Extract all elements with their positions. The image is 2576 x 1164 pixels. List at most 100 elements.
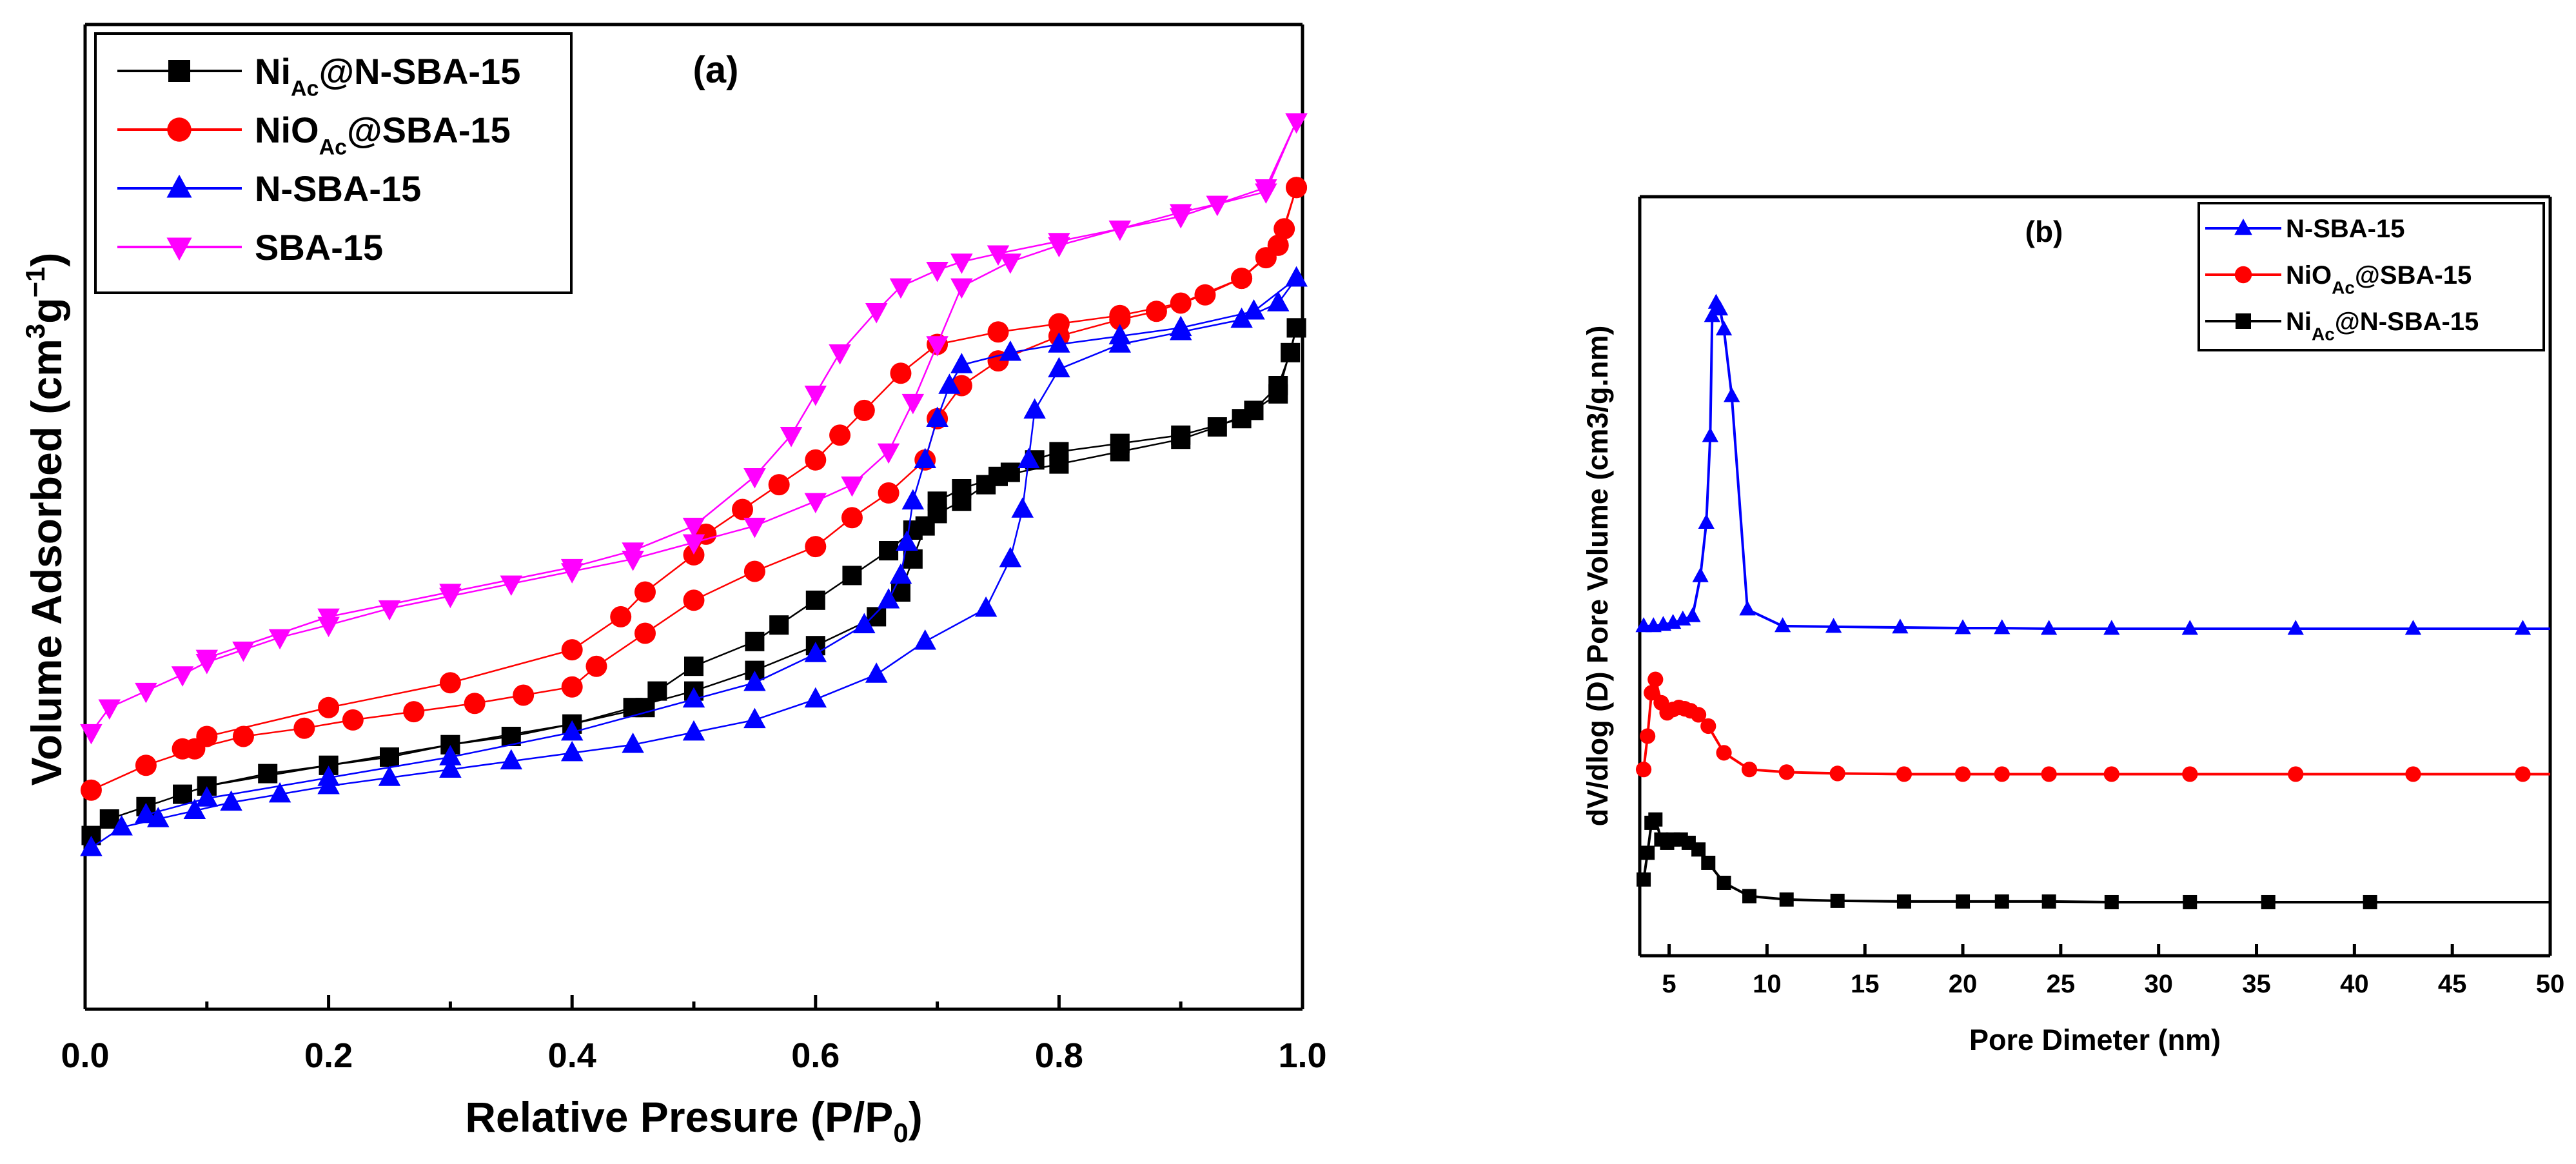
panel-b-series-0-point <box>1715 321 1733 336</box>
panel-a-series-0-point <box>1000 462 1020 482</box>
panel-a-series-2-point <box>560 720 584 741</box>
panel-b-series-0-point <box>2287 620 2304 635</box>
panel-b-legend-label-2-main: Ni <box>2286 308 2312 336</box>
panel-b-legend-label-1-end: @SBA-15 <box>2355 261 2472 290</box>
panel-a-series-2-point <box>135 802 157 824</box>
panel-b-x-tick-label: 50 <box>2536 970 2565 998</box>
panel-b-series-2-point <box>2183 894 2197 909</box>
panel-b-series-0-point <box>2103 620 2120 635</box>
panel-b-series-0-point <box>1724 387 1740 402</box>
panel-a-y-axis-label-end: ) <box>23 253 70 267</box>
panel-a-series-3-point <box>829 344 851 365</box>
panel-a-series-1-point <box>768 474 790 496</box>
panel-b-series-1-point <box>1954 766 1971 782</box>
panel-a-series-1-point <box>732 498 754 520</box>
panel-a-series-1-point <box>1109 304 1131 326</box>
panel-b-legend-marker-2 <box>2236 313 2251 329</box>
panel-b-series-1-point <box>1647 671 1664 687</box>
panel-a-series-0-point <box>890 582 910 602</box>
panel-a-series-2-point <box>804 642 827 662</box>
panel-a-series-3-point <box>999 253 1022 274</box>
panel-a-series-1-point <box>610 606 632 627</box>
panel-a-legend-marker-0 <box>168 60 190 82</box>
panel-a-y-axis-label-sup1: 3 <box>20 324 50 339</box>
panel-a-x-tick-label: 0.4 <box>548 1036 596 1075</box>
panel-a-series-0-point <box>976 475 996 495</box>
panel-a-legend-label-1-main: NiO <box>255 110 319 150</box>
panel-a-series-2-point <box>439 745 462 765</box>
panel-b-series-2-point <box>2363 894 2377 909</box>
panel-a-y-axis-label-sup2: −1 <box>20 267 50 298</box>
panel-b-series-0-point <box>1775 617 1791 633</box>
panel-b-series-0-point <box>1825 618 1842 633</box>
panel-a-legend-label-1-sub: Ac <box>319 135 347 160</box>
panel-a-legend-marker-3 <box>166 237 192 261</box>
panel-b-series-0-point <box>1684 607 1701 622</box>
panel-a-x-axis-label-end: ) <box>909 1093 923 1141</box>
panel-a-series-0-point <box>647 681 667 701</box>
panel-a-series-2-desorption-line <box>146 277 1297 816</box>
panel-a-y-axis-label-main: Volume Adsorbed (cm <box>23 339 70 785</box>
panel-a-legend-label-3-main: SBA-15 <box>255 227 383 268</box>
panel-b-series-2-point <box>1994 894 2009 909</box>
panel-a-series-1-point <box>683 589 705 611</box>
panel-a-series-2-point <box>865 662 888 683</box>
panel-a-series-1-point <box>805 449 827 471</box>
panel-a-series-2-point <box>926 406 949 427</box>
panel-a-series-0-point <box>380 747 399 767</box>
panel-a-series-3-point <box>926 336 949 357</box>
panel-a-series-0-point <box>903 549 923 569</box>
panel-a-series-2-point <box>896 530 918 551</box>
panel-b-series-0-point <box>1711 300 1729 316</box>
panel-a-series-1-point <box>1273 218 1295 240</box>
panel-b-x-axis-label: Pore Dimeter (nm) <box>1969 1023 2221 1056</box>
panel-a-series-3-adsorption-line <box>90 121 1297 733</box>
panel-b-series-1-line <box>1642 675 2550 776</box>
panel-b-label: (b) <box>2025 215 2063 248</box>
panel-a-series-3-point <box>743 468 766 489</box>
panel-b-series-2-point <box>1830 893 1845 908</box>
panel-a-series-3-point <box>171 666 194 687</box>
panel-b-series-0-point <box>1994 619 2011 635</box>
panel-a-x-tick-label: 0.6 <box>791 1036 840 1075</box>
panel-a-series-0 <box>81 318 1306 845</box>
panel-a-series-3 <box>80 113 1308 745</box>
panel-a-series-2-point <box>682 687 705 708</box>
panel-a-series-0-point <box>745 631 765 651</box>
panel-a-series-2-point <box>1266 291 1290 311</box>
panel-a-series-2-point <box>560 740 584 762</box>
panel-b-series-1-point <box>2182 766 2198 782</box>
panel-a-x-tick-label: 0.0 <box>61 1036 109 1075</box>
panel-a-series-0-point <box>173 784 193 804</box>
panel-a-series-2-point <box>901 489 925 509</box>
panel-b-series-2-point <box>2104 894 2119 909</box>
panel-b-series-2-line <box>1642 817 2550 903</box>
panel-a-series-2-point <box>110 815 133 836</box>
panel-a-series-2-point <box>80 836 103 856</box>
panel-a-legend-label-2: N-SBA-15 <box>255 168 421 209</box>
panel-a-series-3-point <box>889 278 912 299</box>
panel-a-series-2 <box>80 266 1308 856</box>
panel-a-series-0-point <box>879 541 899 560</box>
panel-a-series-1-point <box>743 560 765 582</box>
panel-a-series-0-point <box>1049 442 1069 462</box>
panel-b-series-0-point <box>2181 620 2198 635</box>
panel-a-series-2-point <box>914 629 936 650</box>
panel-a-series-1-point <box>853 399 875 421</box>
panel-a-series-0-desorption-line <box>206 328 1297 787</box>
panel-a-series-2-point <box>853 613 876 633</box>
panel-b-series-2-point <box>1742 889 1757 903</box>
panel-b-legend-label-0: N-SBA-15 <box>2286 215 2404 243</box>
panel-a-legend-label-2-main: N-SBA-15 <box>255 168 421 209</box>
panel-b-series-0-point <box>1954 619 1971 635</box>
panel-a: 0.0 0.2 0.4 0.6 0.8 1.0 (a) Relative Presure … <box>20 23 1327 1148</box>
panel-b-series-2-point <box>1691 842 1706 857</box>
panel-a-series-1-point <box>634 622 656 644</box>
panel-a-series-1-point <box>513 684 535 706</box>
panel-b-series-0-point <box>2514 620 2532 635</box>
panel-a-series-1-point <box>80 779 102 801</box>
panel-a-legend-label-1: NiOAc@SBA-15 <box>255 110 511 160</box>
panel-b-y-axis-label: dV/dlog (D) Pore Volume (cm3/g.nm) <box>1581 326 1614 827</box>
panel-b-legend-label-1-sub: Ac <box>2332 277 2355 297</box>
panel-b-series-1-point <box>1741 762 1758 778</box>
